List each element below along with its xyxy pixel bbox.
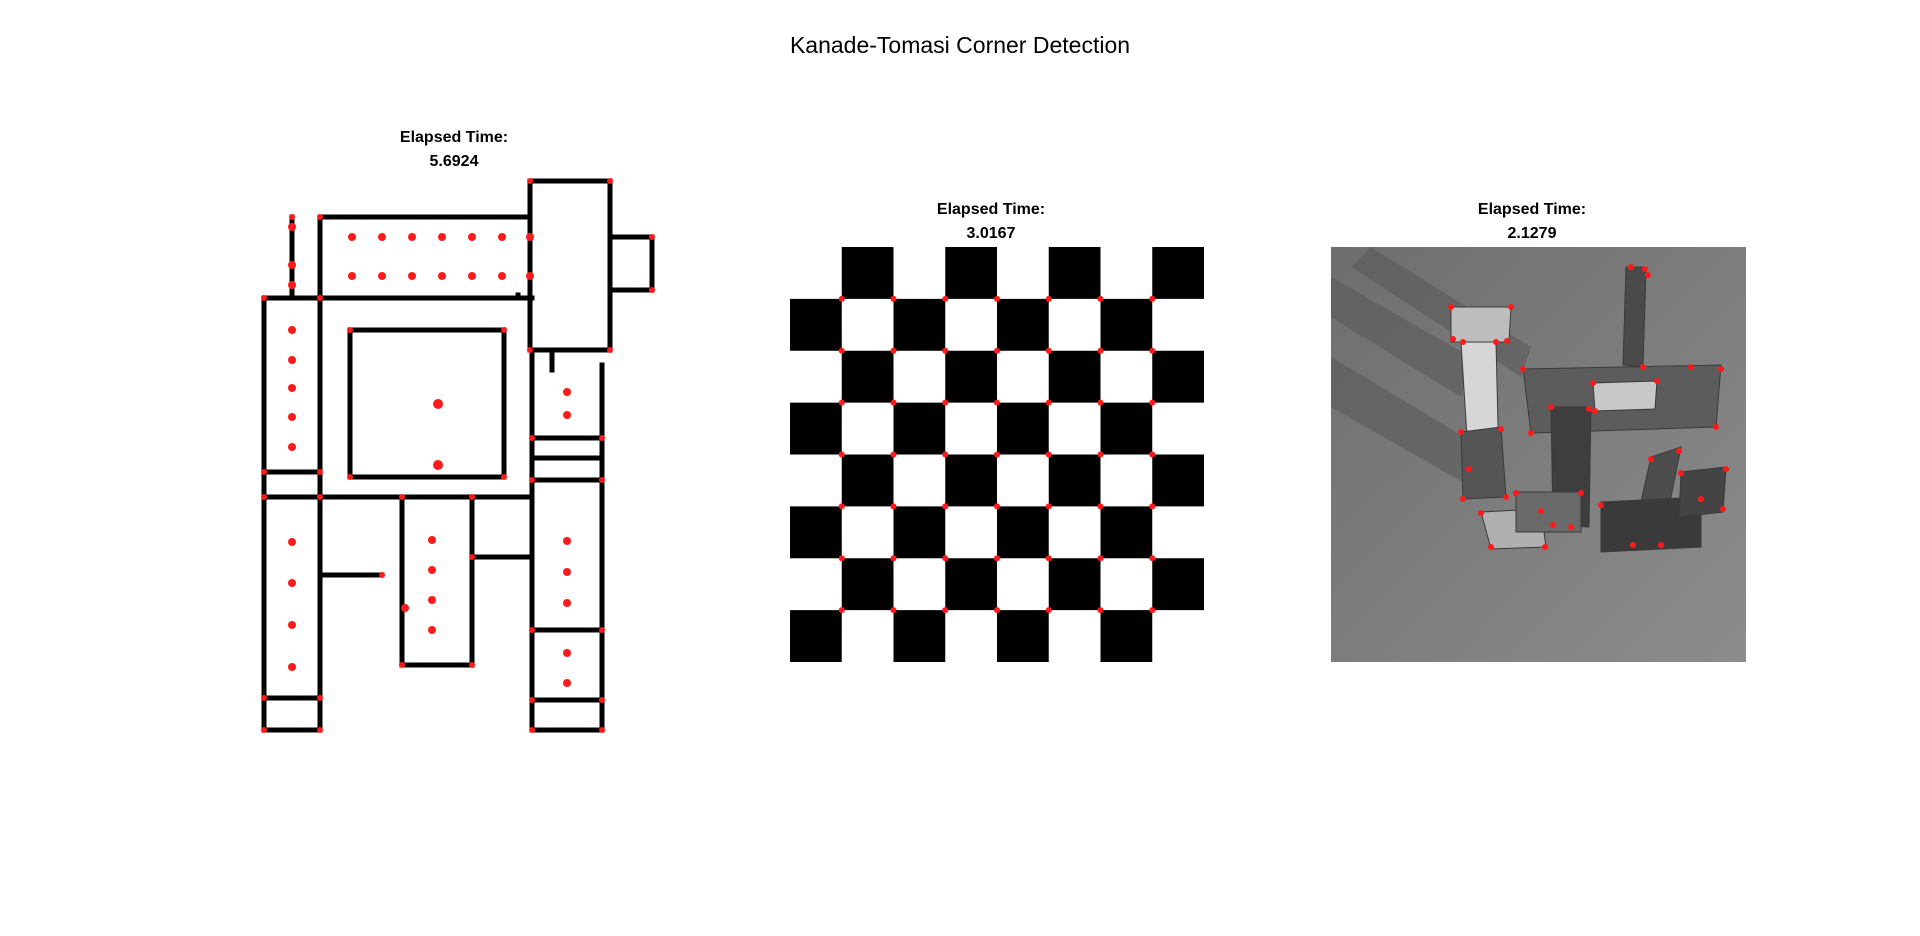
checker-corner-marker — [1149, 503, 1155, 509]
checker-square — [945, 351, 997, 403]
checker-corner-marker — [994, 503, 1000, 509]
checker-corner-marker — [839, 607, 845, 613]
checker-square — [997, 610, 1049, 662]
blocks-background — [1331, 247, 1746, 662]
checker-square — [842, 558, 894, 610]
checker-square — [1152, 247, 1204, 299]
checker-square — [894, 506, 946, 558]
blocks-panel-title: Elapsed Time: 2.1279 — [1432, 198, 1632, 246]
blocks-elapsed-label: Elapsed Time: — [1432, 198, 1632, 222]
checker-corner-marker — [1046, 296, 1052, 302]
checkerboard-image — [790, 247, 1204, 662]
checker-corner-marker — [891, 452, 897, 458]
checker-corner-marker — [1149, 555, 1155, 561]
checker-corner-marker — [942, 348, 948, 354]
floorplan-panel-title: Elapsed Time: 5.6924 — [354, 126, 554, 174]
checker-square — [842, 247, 894, 299]
checker-corner-marker — [839, 296, 845, 302]
checker-corner-marker — [942, 503, 948, 509]
checker-square — [997, 299, 1049, 351]
checker-corner-marker — [891, 555, 897, 561]
checker-corner-marker — [1098, 607, 1104, 613]
checker-corner-marker — [994, 400, 1000, 406]
checker-corner-marker — [891, 296, 897, 302]
figure-title: Kanade-Tomasi Corner Detection — [0, 32, 1920, 59]
checker-corner-marker — [994, 607, 1000, 613]
checker-corner-marker — [839, 348, 845, 354]
checker-square — [894, 403, 946, 455]
checker-square — [1152, 455, 1204, 507]
checker-corner-marker — [1046, 503, 1052, 509]
checker-corner-marker — [942, 452, 948, 458]
checker-corner-marker — [839, 503, 845, 509]
checker-square — [997, 506, 1049, 558]
checker-corner-marker — [891, 348, 897, 354]
floorplan-elapsed-label: Elapsed Time: — [354, 126, 554, 150]
checker-corner-marker — [1098, 555, 1104, 561]
checker-corner-marker — [1098, 348, 1104, 354]
checker-square — [790, 610, 842, 662]
checker-square — [1101, 506, 1153, 558]
checker-square — [790, 506, 842, 558]
checker-corner-marker — [1098, 296, 1104, 302]
checkerboard-panel-title: Elapsed Time: 3.0167 — [891, 198, 1091, 246]
checker-corner-marker — [942, 296, 948, 302]
floorplan-image — [252, 175, 662, 735]
checker-corner-marker — [891, 607, 897, 613]
checker-corner-marker — [994, 452, 1000, 458]
checker-corner-marker — [1046, 452, 1052, 458]
checker-corner-marker — [994, 296, 1000, 302]
checker-corner-marker — [942, 555, 948, 561]
checker-square — [997, 403, 1049, 455]
checker-corner-marker — [891, 503, 897, 509]
checker-corner-marker — [994, 555, 1000, 561]
checker-corner-marker — [1149, 400, 1155, 406]
checker-corner-marker — [839, 452, 845, 458]
checker-corner-marker — [1149, 607, 1155, 613]
checker-square — [1049, 558, 1101, 610]
checker-square — [842, 351, 894, 403]
checker-square — [894, 299, 946, 351]
checker-corner-marker — [1149, 296, 1155, 302]
checker-square — [1049, 247, 1101, 299]
checker-corner-marker — [942, 400, 948, 406]
checker-square — [842, 455, 894, 507]
checker-square — [1049, 351, 1101, 403]
checker-corner-marker — [1046, 607, 1052, 613]
checker-square — [1101, 610, 1153, 662]
checker-corner-marker — [1046, 555, 1052, 561]
checker-corner-marker — [1046, 400, 1052, 406]
checker-corner-marker — [1149, 348, 1155, 354]
checker-square — [945, 558, 997, 610]
blocks-elapsed-value: 2.1279 — [1432, 222, 1632, 246]
checker-square — [894, 610, 946, 662]
checker-square — [790, 299, 842, 351]
checker-corner-marker — [839, 400, 845, 406]
checker-corner-marker — [839, 555, 845, 561]
floorplan-elapsed-value: 5.6924 — [354, 150, 554, 174]
checker-square — [1101, 403, 1153, 455]
checker-corner-marker — [942, 607, 948, 613]
checker-corner-marker — [1098, 503, 1104, 509]
checker-square — [1152, 351, 1204, 403]
checker-corner-marker — [1098, 400, 1104, 406]
checker-corner-marker — [1098, 452, 1104, 458]
checker-square — [945, 247, 997, 299]
checker-square — [790, 403, 842, 455]
checker-square — [1152, 558, 1204, 610]
floorplan-walls — [264, 181, 652, 730]
checkerboard-elapsed-value: 3.0167 — [891, 222, 1091, 246]
checker-corner-marker — [1046, 348, 1052, 354]
checker-corner-marker — [891, 400, 897, 406]
checker-square — [945, 455, 997, 507]
checker-corner-marker — [1149, 452, 1155, 458]
checker-corner-marker — [994, 348, 1000, 354]
checker-square — [1101, 299, 1153, 351]
blocks-image — [1331, 247, 1746, 662]
checker-square — [1049, 455, 1101, 507]
checkerboard-elapsed-label: Elapsed Time: — [891, 198, 1091, 222]
